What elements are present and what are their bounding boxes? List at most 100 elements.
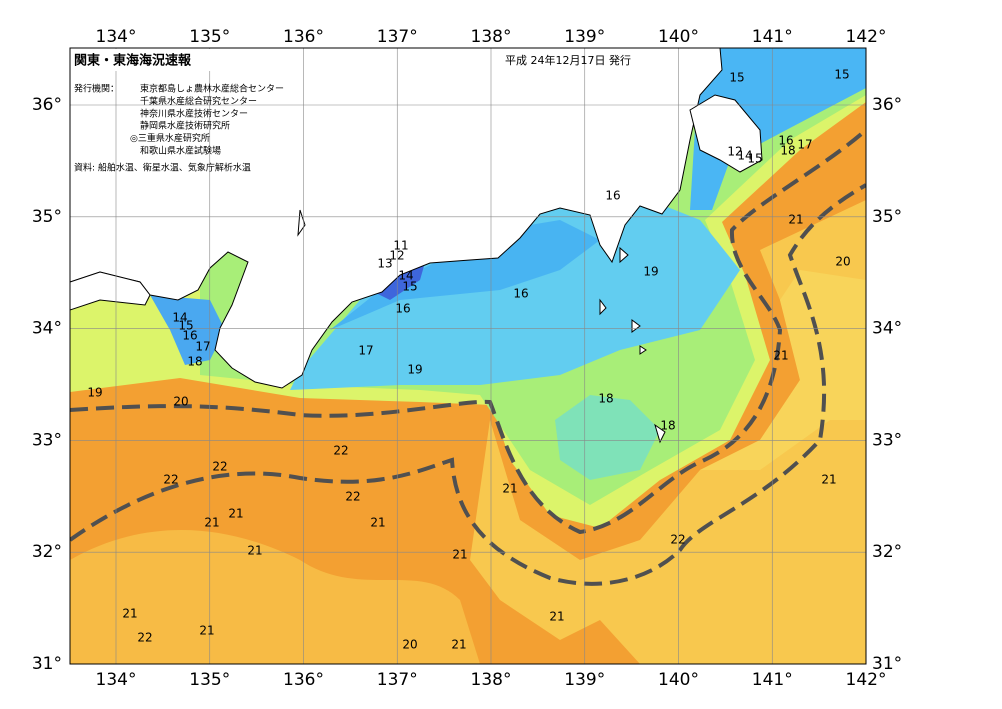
lon-label: 135°	[189, 670, 230, 690]
cold-water	[290, 190, 740, 390]
contour-label: 16	[605, 189, 620, 203]
lon-label: 138°	[471, 27, 512, 47]
institution: 静岡県水産技術研究所	[140, 120, 230, 132]
contour-label: 15	[747, 152, 762, 166]
lon-label: 138°	[471, 670, 512, 690]
bay-water	[150, 295, 225, 365]
contour-label: 19	[643, 265, 658, 279]
institution: 神奈川県水産技術センター	[140, 107, 248, 119]
contour-label: 22	[333, 444, 348, 458]
contour-label: 15	[178, 319, 193, 333]
contour-label: 21	[452, 548, 467, 562]
lat-label: 31°	[32, 654, 62, 674]
lon-label: 137°	[377, 27, 418, 47]
contour-label: 16	[182, 329, 197, 343]
lon-label: 137°	[377, 670, 418, 690]
source: 資料: 船舶水温、衛星水温、気象庁解析水温	[74, 162, 251, 174]
contour-label: 14	[398, 269, 413, 283]
contour-label: 22	[137, 631, 152, 645]
lat-label: 32°	[32, 542, 62, 562]
land	[70, 271, 151, 311]
contour-label: 18	[598, 392, 613, 406]
contour-label: 21	[247, 544, 262, 558]
land	[70, 48, 723, 389]
lat-label: 33°	[32, 430, 62, 450]
contour-label: 17	[358, 344, 373, 358]
contour-label: 17	[797, 138, 812, 152]
institution: 和歌山県水産試験場	[140, 145, 221, 157]
lon-label: 134°	[96, 670, 137, 690]
contour-label: 21	[204, 516, 219, 530]
lat-label: 33°	[872, 430, 902, 450]
lat-label: 31°	[872, 654, 902, 674]
contour-label: 21	[228, 507, 243, 521]
title-box	[71, 49, 291, 71]
contour-label: 14	[737, 149, 752, 163]
lon-label: 139°	[564, 27, 605, 47]
lon-label: 140°	[658, 27, 699, 47]
contour-label: 21	[451, 638, 466, 652]
cold-water-deep	[330, 220, 600, 330]
contour-label: 17	[195, 340, 210, 354]
lat-label: 34°	[32, 319, 62, 339]
contour-label: 20	[835, 255, 850, 269]
contour-label: 15	[834, 68, 849, 82]
cold-eddy	[555, 395, 660, 480]
lon-label: 136°	[283, 670, 324, 690]
lat-label: 35°	[872, 207, 902, 227]
institution: 千葉県水産総合研究センター	[140, 95, 257, 107]
title: 関東・東海海況速報	[74, 53, 192, 69]
contour-label: 18	[780, 144, 795, 158]
contour-label: 22	[212, 460, 227, 474]
land	[689, 94, 763, 173]
sea	[70, 48, 866, 664]
contour-label: 22	[345, 490, 360, 504]
cold-water-deep	[690, 48, 866, 210]
contour-label: 16	[513, 287, 528, 301]
contour-label: 12	[389, 249, 404, 263]
lon-label: 141°	[752, 670, 793, 690]
contour-label: 21	[788, 213, 803, 227]
issue-date: 平成 24年12月17日 発行	[505, 53, 631, 67]
graticule	[70, 48, 867, 665]
contour-label: 11	[393, 239, 408, 253]
contour-label: 15	[402, 280, 417, 294]
lon-label: 142°	[846, 27, 887, 47]
contour-label: 19	[407, 363, 422, 377]
lat-label: 35°	[32, 207, 62, 227]
contour-label: 14	[172, 311, 187, 325]
lon-label: 142°	[846, 670, 887, 690]
lon-label: 139°	[564, 670, 605, 690]
contour-label: 20	[173, 395, 188, 409]
kuroshio-path	[70, 183, 866, 586]
contour-label: 21	[773, 349, 788, 363]
lat-label: 36°	[32, 95, 62, 115]
lon-label: 140°	[658, 670, 699, 690]
contour-label: 13	[377, 257, 392, 271]
institution: 東京都島しょ農林水産総合センター	[140, 83, 284, 95]
contour-label: 21	[370, 516, 385, 530]
contour-label: 18	[660, 419, 675, 433]
lon-label: 136°	[283, 27, 324, 47]
contour-label: 21	[122, 607, 137, 621]
kuroshio-path	[70, 128, 866, 535]
lon-label: 141°	[752, 27, 793, 47]
island	[297, 209, 666, 444]
frame	[69, 47, 867, 665]
warm-water-light	[470, 200, 866, 664]
lon-label: 134°	[96, 27, 137, 47]
contour-label: 18	[187, 355, 202, 369]
contour-label: 15	[729, 71, 744, 85]
lat-label: 32°	[872, 542, 902, 562]
institution: ◎三重県水産研究所	[130, 132, 210, 144]
lat-label: 34°	[872, 319, 902, 339]
contour-label: 16	[778, 134, 793, 148]
warm-water-light	[70, 530, 480, 664]
contour-label: 21	[502, 482, 517, 496]
contour-label: 22	[670, 533, 685, 547]
contour-label: 16	[395, 302, 410, 316]
lat-label: 36°	[872, 95, 902, 115]
contour-label: 21	[821, 473, 836, 487]
